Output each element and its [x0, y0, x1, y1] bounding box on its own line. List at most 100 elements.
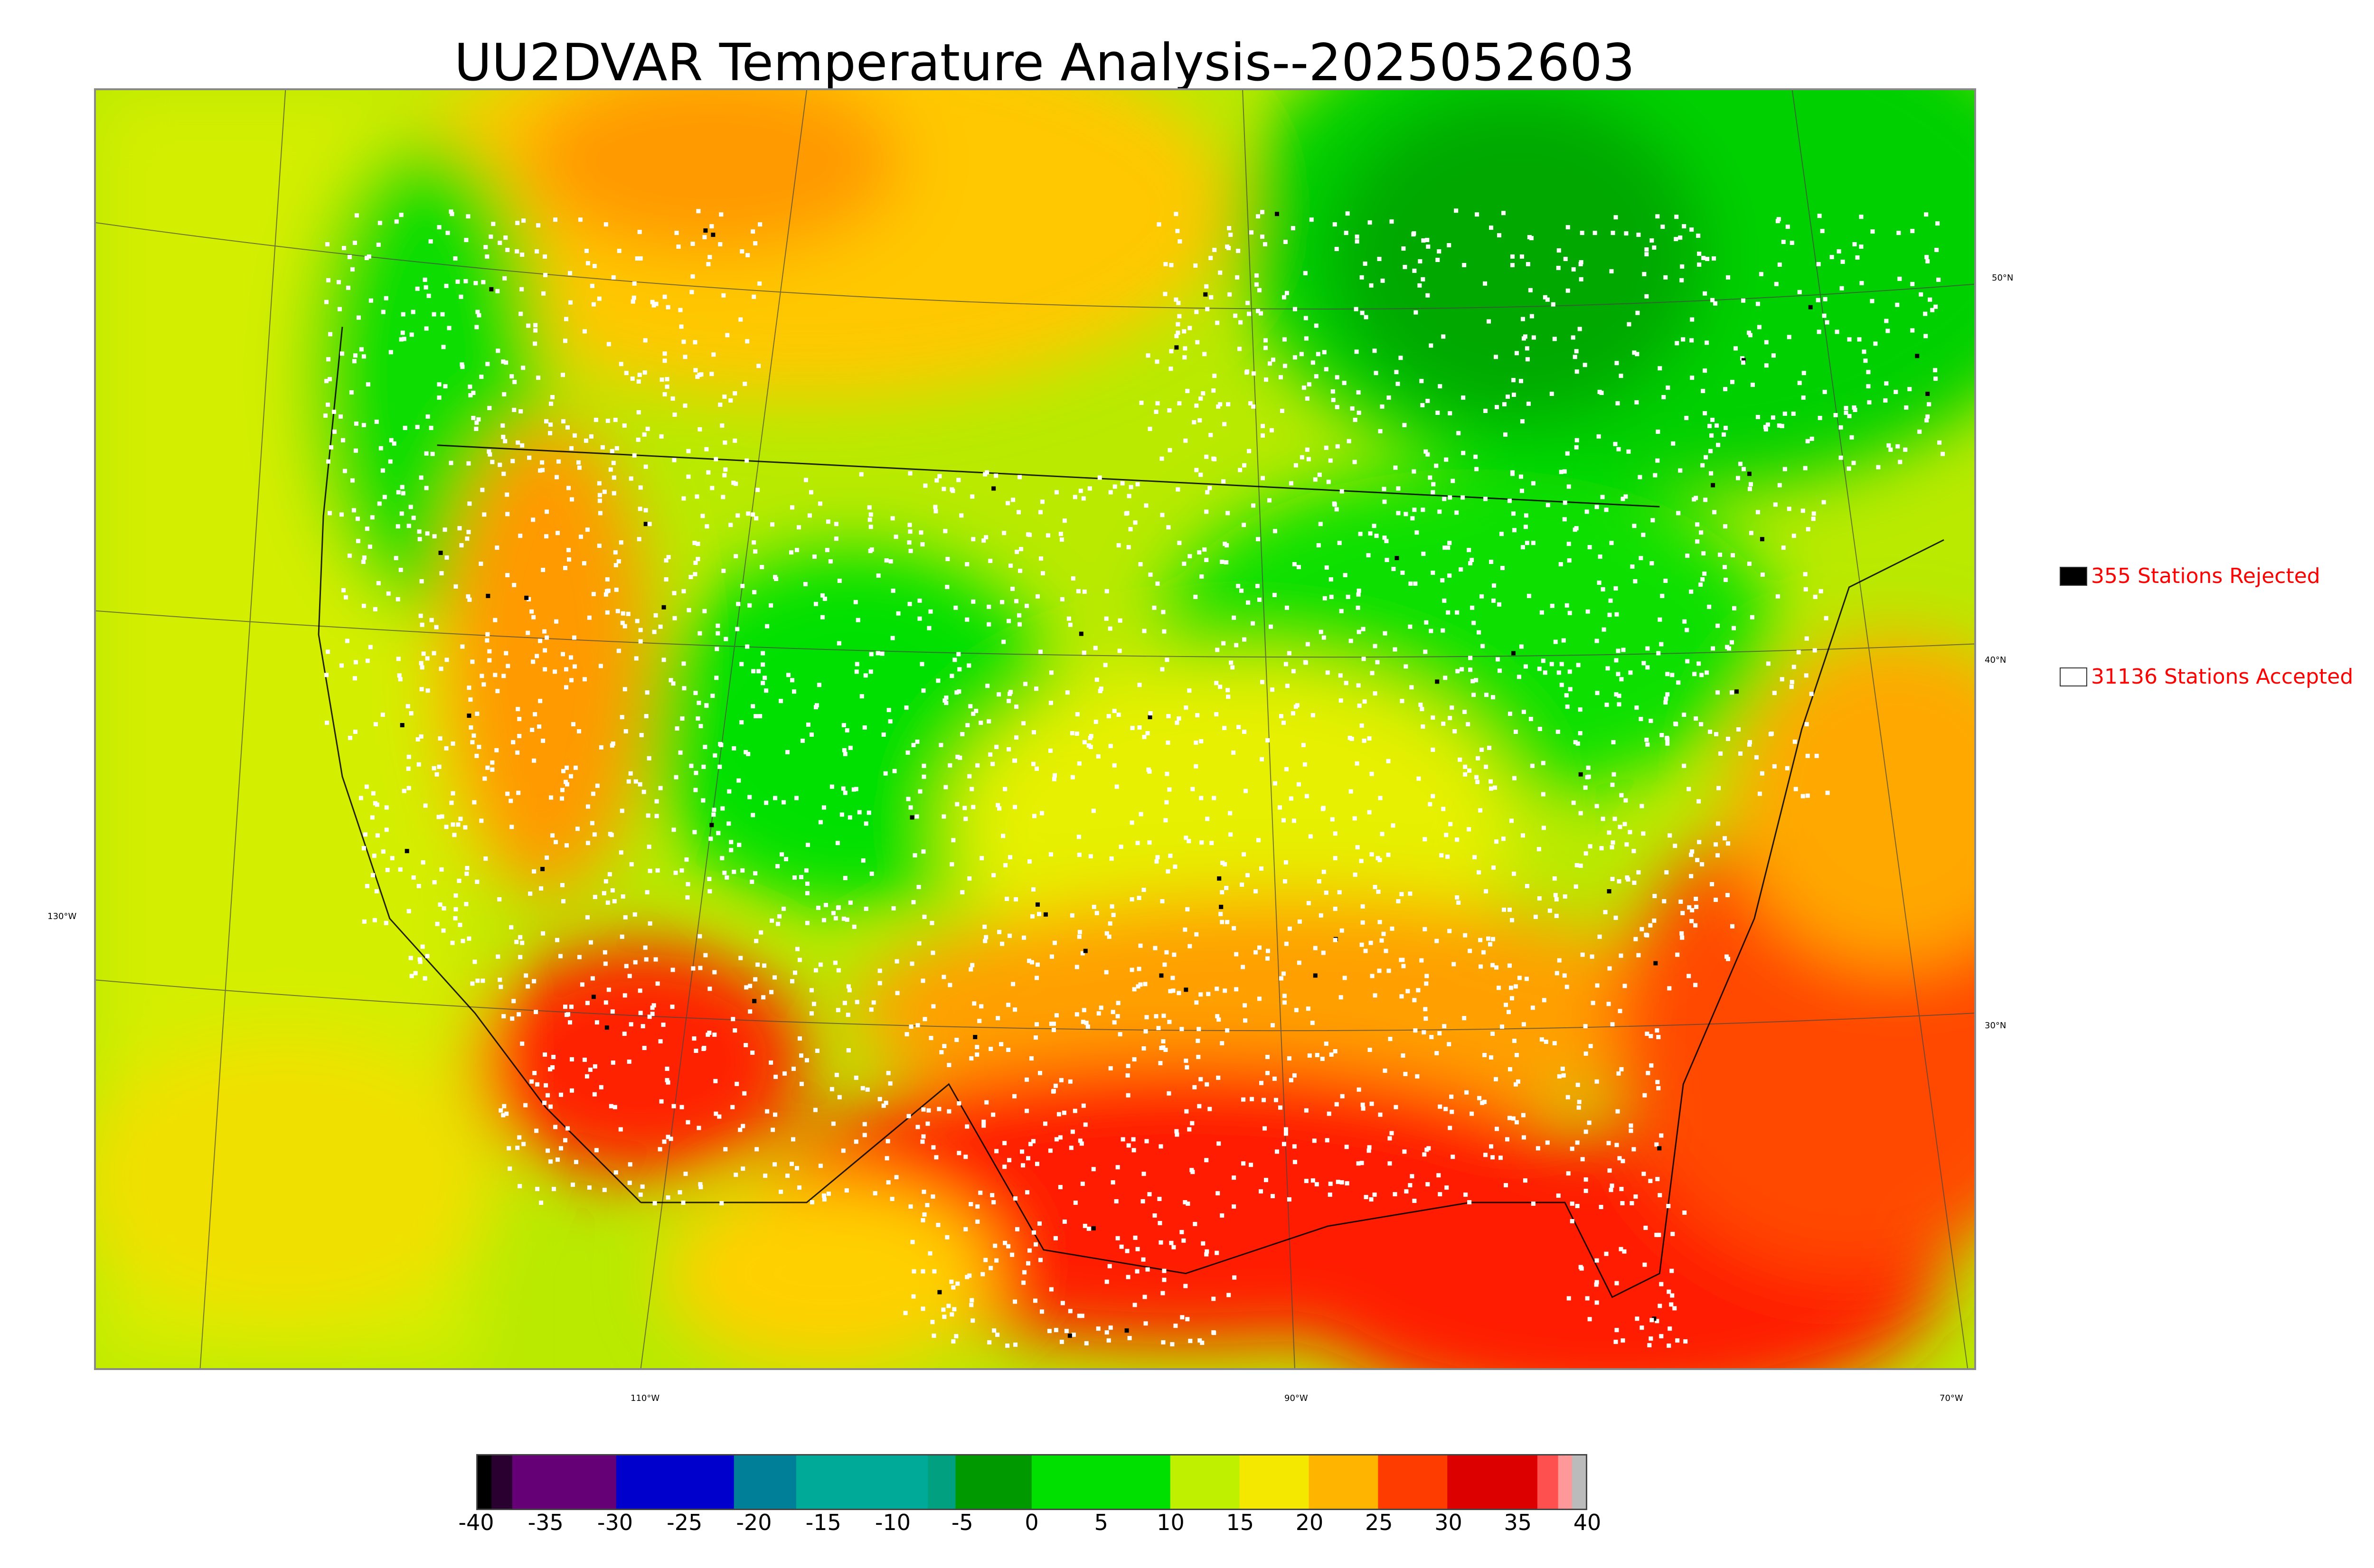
station-marker	[1565, 225, 1570, 230]
station-marker	[1571, 267, 1576, 272]
station-marker	[662, 358, 667, 363]
station-marker	[618, 1127, 623, 1132]
station-marker	[1714, 842, 1718, 847]
station-marker	[1116, 543, 1121, 548]
station-marker	[1178, 239, 1182, 244]
station-marker	[803, 478, 808, 482]
station-marker	[951, 1339, 956, 1344]
station-marker	[1026, 1156, 1031, 1161]
station-marker	[725, 333, 730, 338]
station-marker	[1075, 712, 1080, 717]
station-marker	[665, 1078, 669, 1082]
station-marker	[1647, 1343, 1652, 1348]
station-marker	[735, 627, 740, 631]
station-marker	[1308, 834, 1313, 839]
station-marker	[921, 1134, 926, 1139]
station-marker	[1316, 543, 1321, 548]
station-marker	[750, 880, 754, 884]
station-marker	[1599, 846, 1604, 851]
station-marker	[1212, 248, 1217, 252]
station-marker	[1160, 899, 1165, 903]
station-marker	[833, 960, 838, 965]
station-marker	[1564, 603, 1569, 608]
station-marker	[584, 438, 588, 443]
station-marker	[1502, 907, 1506, 912]
station-marker	[466, 461, 471, 466]
station-marker	[988, 559, 993, 563]
station-marker	[1142, 629, 1147, 633]
station-marker	[1704, 455, 1708, 460]
colorbar-segment	[796, 1455, 929, 1509]
station-marker	[1511, 1116, 1516, 1121]
station-marker	[1925, 259, 1930, 263]
station-marker	[1369, 771, 1374, 776]
station-marker	[606, 342, 611, 347]
station-marker	[982, 924, 987, 929]
colorbar-segment	[491, 1455, 513, 1509]
station-marker	[1272, 781, 1277, 786]
station-marker	[1689, 853, 1694, 857]
station-marker	[1766, 661, 1771, 666]
station-marker	[366, 382, 370, 387]
station-marker	[1664, 696, 1668, 701]
station-marker	[948, 763, 952, 768]
station-marker	[1610, 782, 1615, 787]
station-marker	[1236, 583, 1241, 588]
station-marker	[1639, 804, 1644, 808]
station-marker	[1505, 394, 1510, 399]
station-marker	[1384, 948, 1388, 953]
station-marker	[1119, 845, 1123, 849]
station-marker	[1676, 680, 1681, 685]
station-marker	[1675, 1338, 1680, 1343]
station-marker	[554, 619, 559, 624]
station-marker	[1664, 870, 1669, 875]
station-marker	[1070, 1129, 1075, 1134]
station-marker	[1194, 468, 1199, 472]
station-marker	[654, 814, 659, 818]
station-marker	[1215, 648, 1220, 652]
station-marker	[1624, 842, 1629, 847]
station-marker	[1051, 1089, 1055, 1094]
station-marker	[1613, 1340, 1618, 1344]
station-marker	[1447, 929, 1452, 933]
station-marker	[1198, 472, 1203, 477]
station-marker	[1805, 439, 1810, 443]
station-marker	[735, 1081, 739, 1086]
station-marker	[1895, 302, 1900, 307]
station-marker	[466, 530, 471, 535]
station-marker	[1197, 418, 1202, 423]
station-marker	[1265, 738, 1270, 742]
station-marker	[1924, 418, 1929, 423]
station-marker	[921, 849, 926, 854]
station-marker	[538, 638, 543, 643]
station-marker	[1094, 677, 1099, 682]
station-marker	[1429, 629, 1433, 633]
station-marker	[957, 1151, 961, 1155]
station-marker	[1609, 269, 1614, 273]
station-marker	[1447, 541, 1452, 545]
station-marker	[1281, 1142, 1286, 1146]
station-marker	[1436, 1173, 1441, 1178]
station-marker	[1366, 1148, 1371, 1153]
station-marker	[1034, 686, 1038, 691]
station-marker	[1755, 414, 1760, 419]
station-marker	[1227, 226, 1232, 231]
station-marker	[615, 609, 620, 613]
station-marker	[693, 368, 698, 373]
station-marker	[754, 714, 758, 719]
station-marker	[500, 423, 505, 428]
station-marker	[1331, 398, 1336, 403]
station-marker	[965, 1275, 970, 1279]
station-marker	[1512, 1039, 1517, 1043]
station-marker	[1566, 542, 1571, 546]
station-marker	[463, 825, 468, 830]
station-marker	[473, 281, 478, 285]
station-marker	[1547, 908, 1552, 913]
station-marker	[1873, 341, 1878, 346]
station-marker	[1524, 513, 1528, 518]
station-marker	[1273, 1098, 1278, 1102]
station-marker	[753, 977, 758, 982]
station-marker	[1667, 833, 1672, 838]
station-marker	[1440, 578, 1445, 582]
station-marker	[904, 1032, 909, 1037]
